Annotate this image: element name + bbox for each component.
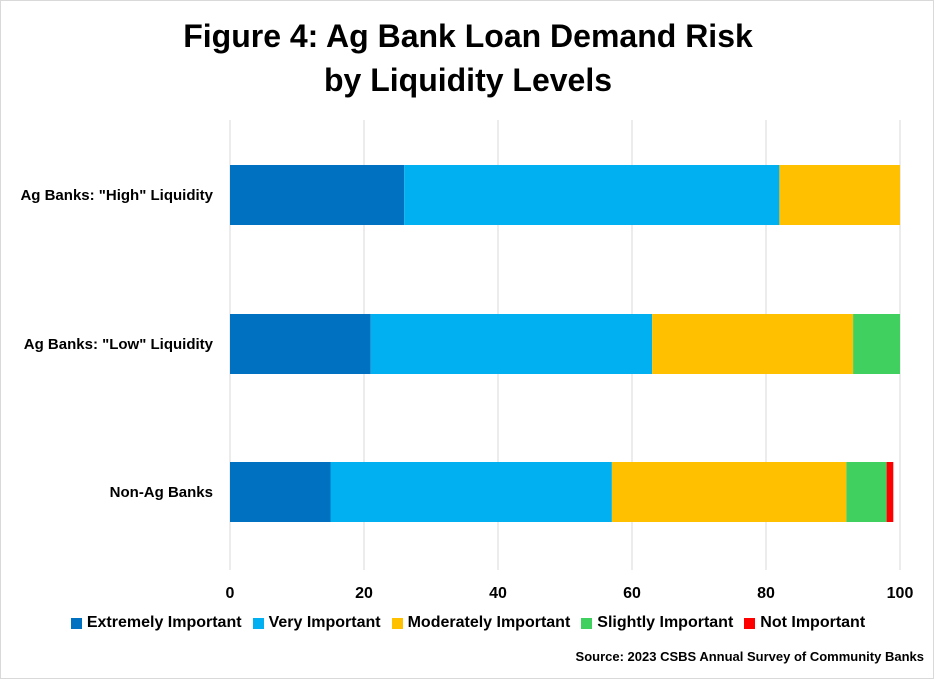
bar-segment	[370, 314, 653, 374]
legend-swatch	[252, 617, 264, 629]
legend-swatch	[70, 617, 82, 629]
bar-segment	[779, 165, 900, 225]
bar-segment	[404, 165, 780, 225]
legend-item: Slightly Important	[581, 614, 733, 632]
x-tick-label: 100	[887, 585, 914, 602]
legend-swatch	[744, 617, 756, 629]
legend-label: Extremely Important	[86, 614, 242, 631]
y-category-label: Ag Banks: "High" Liquidity	[20, 187, 213, 204]
legend-label: Not Important	[760, 614, 866, 631]
chart-legend: Extremely Important Very Important Moderat…	[0, 614, 936, 632]
chart-title-line-2: by Liquidity Levels	[323, 62, 613, 98]
legend-item: Very Important	[252, 614, 381, 632]
legend-label: Very Important	[268, 614, 381, 631]
y-category-label: Ag Banks: "Low" Liquidity	[24, 336, 214, 353]
y-category-label: Non-Ag Banks	[110, 484, 213, 501]
x-tick-label: 20	[355, 585, 373, 602]
x-tick-label: 0	[226, 585, 235, 602]
legend-swatch	[581, 617, 593, 629]
legend-label: Moderately Important	[407, 614, 571, 631]
bar-segment	[230, 165, 405, 225]
legend-item: Moderately Important	[391, 614, 571, 632]
bar-segment	[886, 462, 894, 522]
bar-segment	[652, 314, 854, 374]
bar-segment	[611, 462, 847, 522]
chart-title-line-1: Figure 4: Ag Bank Loan Demand Risk	[183, 18, 753, 54]
bar-segment	[846, 462, 887, 522]
bar-segment	[230, 462, 331, 522]
legend-label: Slightly Important	[597, 614, 734, 631]
legend-item: Extremely Important	[70, 614, 242, 632]
x-tick-label: 80	[757, 585, 775, 602]
bar-segment	[853, 314, 900, 374]
chart-title: Figure 4: Ag Bank Loan Demand Risk by Li…	[0, 14, 936, 102]
x-tick-label: 60	[623, 585, 641, 602]
source-note: Source: 2023 CSBS Annual Survey of Commu…	[575, 649, 924, 664]
x-tick-label: 40	[489, 585, 507, 602]
bar-segment	[230, 314, 371, 374]
legend-item: Not Important	[744, 614, 865, 632]
legend-swatch	[391, 617, 403, 629]
bar-segment	[330, 462, 612, 522]
